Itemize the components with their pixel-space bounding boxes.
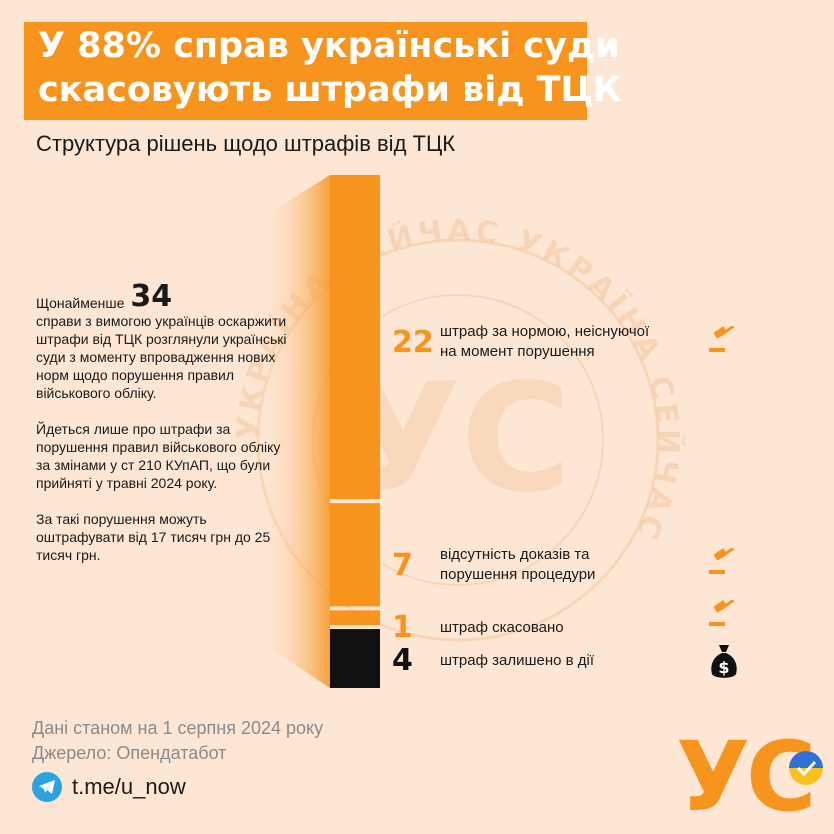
projection-beam — [258, 175, 330, 688]
segment-value: 4 — [392, 643, 413, 678]
intro-prefix: Щонайменше — [36, 295, 125, 311]
segment-label-line2: на момент порушення — [440, 343, 595, 360]
segment-label-line1: штраф за нормою, неіснуючої — [440, 323, 650, 340]
segment-label-line1: штраф залишено в дії — [440, 651, 595, 669]
intro-text: Щонайменше 34 справи з вимогою українців… — [36, 282, 296, 582]
svg-text:$: $ — [718, 658, 729, 677]
money-bag-icon: $ — [711, 645, 737, 678]
date-note: Дані станом на 1 серпня 2024 року — [32, 718, 324, 738]
chart-subtitle: Структура рішень щодо штрафів від ТЦК — [36, 131, 456, 156]
telegram-icon — [32, 772, 62, 802]
segment-row-4: 4 штраф залишено в дії — [392, 643, 594, 678]
segment-row-22: 22 штраф за нормою, неіснуючої на момент… — [392, 322, 649, 362]
bar-segment-7 — [330, 503, 380, 607]
segment-value: 7 — [392, 547, 413, 583]
source-note: Джерело: Опендатабот — [32, 743, 227, 763]
page-title-line1: У 88% справ українські суди — [38, 26, 620, 66]
telegram-link-text[interactable]: t.me/u_now — [72, 774, 186, 799]
segment-value: 22 — [392, 324, 434, 360]
intro-paragraph-1: справи з вимогою українців оскаржити штр… — [36, 313, 287, 401]
page-title-line2: скасовують штрафи від ТЦК — [38, 70, 622, 110]
gavel-icon — [709, 600, 735, 626]
bar-segment-22 — [330, 175, 380, 500]
segment-label-line1: відсутність доказів та — [440, 546, 590, 563]
title-banner — [24, 22, 587, 120]
bar-segment-4 — [330, 629, 380, 688]
gavel-icon — [709, 548, 735, 574]
intro-paragraph-3: За такі порушення можуть оштрафувати від… — [36, 511, 271, 563]
ukraine-badge-icon — [789, 751, 823, 785]
telegram-link[interactable]: t.me/u_now — [32, 772, 186, 802]
segment-label-line2: порушення процедури — [440, 566, 596, 583]
bar-segment-1 — [330, 610, 380, 626]
total-count: 34 — [130, 279, 173, 314]
segment-label-line1: штраф скасовано — [440, 618, 564, 636]
intro-paragraph-2: Йдеться лише про штрафи за порушення пра… — [36, 421, 281, 491]
segment-value: 1 — [392, 610, 413, 645]
brand-logo: УС — [676, 722, 823, 822]
segment-row-1: 1 штраф скасовано — [392, 610, 564, 645]
gavel-icon — [709, 326, 735, 352]
segment-row-7: 7 відсутність доказів та порушення проце… — [392, 545, 595, 585]
